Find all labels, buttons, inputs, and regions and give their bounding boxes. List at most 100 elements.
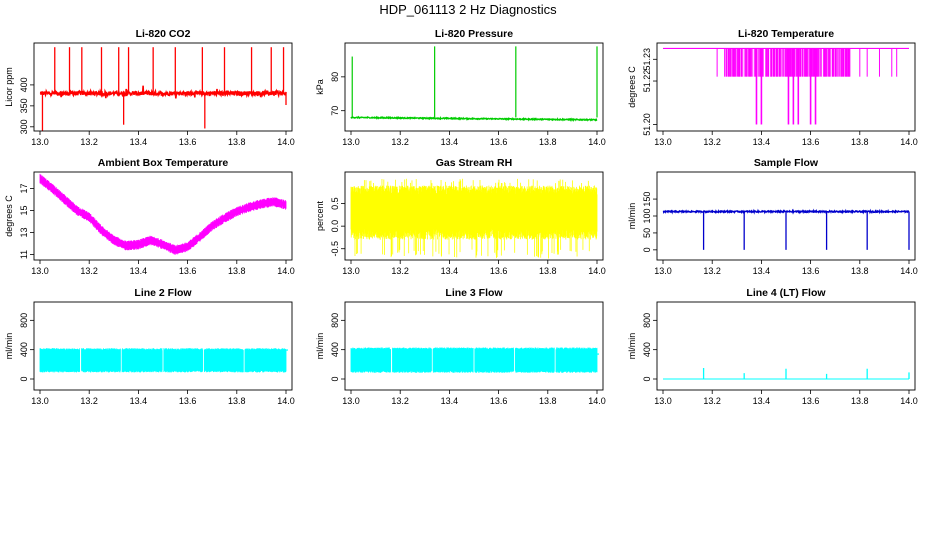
line-4-lt-flow-data: [663, 368, 910, 380]
li-820-co2-xtick-label: 14.0: [277, 137, 295, 147]
li-820-temperature-title: Li-820 Temperature: [738, 28, 834, 40]
line-3-flow-ytick-label: 0: [330, 376, 340, 381]
gas-stream-rh-ytick-label: 0.5: [330, 197, 340, 210]
line-2-flow-xtick-label: 13.4: [130, 396, 148, 406]
li-820-temperature-xtick-label: 13.4: [753, 137, 771, 147]
line-4-lt-flow-ytick-label: 800: [642, 313, 652, 328]
li-820-temperature-xtick-label: 13.0: [654, 137, 672, 147]
li-820-temperature-xtick-label: 13.8: [851, 137, 869, 147]
li-820-pressure-title: Li-820 Pressure: [435, 28, 513, 40]
sample-flow-ylabel: ml/min: [627, 203, 637, 230]
sample-flow-ytick-label: 0: [642, 247, 652, 252]
gas-stream-rh-ytick-label: -0.5: [330, 241, 340, 257]
li-820-pressure-ytick-label: 70: [330, 106, 340, 116]
gas-stream-rh-xtick-label: 14.0: [588, 266, 606, 276]
li-820-temperature-ylabel: degrees C: [627, 66, 637, 108]
ambient-box-temperature-xtick-label: 14.0: [277, 266, 295, 276]
sample-flow-ytick-label: 50: [642, 228, 652, 238]
ambient-box-temperature-ytick-label: 13: [19, 227, 29, 237]
ambient-box-temperature-title: Ambient Box Temperature: [98, 157, 229, 169]
li-820-co2-xtick-label: 13.0: [31, 137, 49, 147]
ambient-box-temperature-ylabel: degrees C: [4, 195, 14, 237]
sample-flow-xtick-label: 13.2: [703, 266, 721, 276]
li-820-co2-xtick-label: 13.2: [80, 137, 98, 147]
gas-stream-rh-ytick-label: 0.0: [330, 220, 340, 233]
line-2-flow-ylabel: ml/min: [4, 333, 14, 360]
sample-flow-xtick-label: 13.0: [654, 266, 672, 276]
sample-flow-title: Sample Flow: [754, 157, 819, 169]
gas-stream-rh-xtick-label: 13.0: [342, 266, 360, 276]
li-820-temperature-ytick-label: 51.23: [642, 48, 652, 71]
gas-stream-rh-xtick-label: 13.2: [391, 266, 409, 276]
sample-flow-ytick-label: 150: [642, 192, 652, 207]
line-2-flow-xtick-label: 13.8: [228, 396, 246, 406]
line-3-flow-ylabel: ml/min: [315, 333, 325, 360]
gas-stream-rh-xtick-label: 13.6: [490, 266, 508, 276]
li-820-pressure-xtick-label: 13.6: [490, 137, 508, 147]
line-3-flow-ytick-label: 400: [330, 342, 340, 357]
li-820-co2-xtick-label: 13.8: [228, 137, 246, 147]
li-820-co2-xtick-label: 13.6: [179, 137, 197, 147]
ambient-box-temperature-data: [39, 173, 287, 255]
sample-flow-ytick-label: 100: [642, 208, 652, 223]
panel-grid: Li-820 CO2 Licor ppm 13.0 13.2 13.4 13.6 13.8 1…: [4, 28, 918, 406]
ambient-box-temperature-xtick-label: 13.4: [130, 266, 148, 276]
line-3-flow-ytick-label: 800: [330, 313, 340, 328]
line-4-lt-flow-xtick-label: 13.8: [851, 396, 869, 406]
line-4-lt-flow-panel: Line 4 (LT) Flow ml/min 13.0 13.2 13.4 13.6 13…: [627, 287, 918, 406]
li-820-temperature-ytick-label: 51.22: [642, 70, 652, 93]
sample-flow-panel: Sample Flow ml/min 13.0 13.2 13.4 13.6 13.8 14.…: [627, 157, 918, 276]
line-4-lt-flow-title: Line 4 (LT) Flow: [746, 287, 826, 299]
gas-stream-rh-xtick-label: 13.8: [539, 266, 557, 276]
sample-flow-xtick-label: 13.6: [802, 266, 820, 276]
line-3-flow-frame: [344, 301, 604, 391]
line-3-flow-data: [350, 347, 599, 373]
li-820-pressure-data: [350, 46, 598, 123]
sample-flow-frame: [656, 171, 916, 261]
li-820-pressure-ylabel: kPa: [315, 79, 325, 95]
line-3-flow-panel: Line 3 Flow ml/min 13.0 13.2 13.4 13.6 13.8 14.…: [315, 287, 606, 406]
line-2-flow-xtick-label: 14.0: [277, 396, 295, 406]
line-2-flow-xtick-label: 13.6: [179, 396, 197, 406]
gas-stream-rh-panel: Gas Stream RH percent 13.0 13.2 13.4 13.6 13.8…: [315, 157, 606, 276]
line-3-flow-xtick-label: 13.8: [539, 396, 557, 406]
li-820-pressure-xtick-label: 13.8: [539, 137, 557, 147]
line-3-flow-xtick-label: 13.4: [441, 396, 459, 406]
li-820-temperature-xtick-label: 14.0: [900, 137, 918, 147]
line-2-flow-ytick-label: 400: [19, 342, 29, 357]
line-2-flow-ytick-label: 800: [19, 313, 29, 328]
li-820-pressure-panel: Li-820 Pressure kPa 13.0 13.2 13.4 13.6 13.8 14…: [315, 28, 606, 147]
li-820-pressure-ytick-label: 80: [330, 72, 340, 82]
ambient-box-temperature-xtick-label: 13.2: [80, 266, 98, 276]
ambient-box-temperature-ytick-label: 17: [19, 183, 29, 193]
line-2-flow-data: [39, 348, 288, 373]
line-3-flow-xtick-label: 13.6: [490, 396, 508, 406]
li-820-pressure-xtick-label: 13.0: [342, 137, 360, 147]
sample-flow-xtick-label: 13.4: [753, 266, 771, 276]
line-4-lt-flow-xtick-label: 13.0: [654, 396, 672, 406]
line-3-flow-title: Line 3 Flow: [445, 287, 503, 299]
figure-title: HDP_061113 2 Hz Diagnostics: [379, 2, 557, 17]
li-820-pressure-frame: [344, 42, 604, 132]
li-820-co2-data: [39, 47, 287, 131]
line-2-flow-title: Line 2 Flow: [134, 287, 192, 299]
pressure-series-line: [350, 115, 598, 123]
line-4-lt-flow-ylabel: ml/min: [627, 333, 637, 360]
li-820-temperature-xtick-label: 13.6: [802, 137, 820, 147]
line-2-flow-panel: Line 2 Flow ml/min 13.0 13.2 13.4 13.6 13.8 14.…: [4, 287, 295, 406]
line-4-lt-flow-ytick-label: 400: [642, 342, 652, 357]
li-820-co2-xtick-label: 13.4: [130, 137, 148, 147]
line-2-flow-frame: [33, 301, 293, 391]
ambient-box-temperature-ytick-label: 15: [19, 205, 29, 215]
li-820-co2-ytick-label: 400: [19, 77, 29, 92]
ambient-box-temperature-frame: [33, 171, 293, 261]
ambient-box-temperature-xtick-label: 13.0: [31, 266, 49, 276]
line-2-flow-xtick-label: 13.0: [31, 396, 49, 406]
line-2-flow-ytick-label: 0: [19, 376, 29, 381]
sample-flow-data: [662, 208, 910, 250]
sample-flow-xtick-label: 14.0: [900, 266, 918, 276]
li-820-pressure-xtick-label: 13.2: [391, 137, 409, 147]
ambient-box-temperature-panel: Ambient Box Temperature degrees C 13.0 13.2…: [4, 157, 295, 276]
ambient-box-temperature-ytick-label: 11: [19, 250, 29, 259]
